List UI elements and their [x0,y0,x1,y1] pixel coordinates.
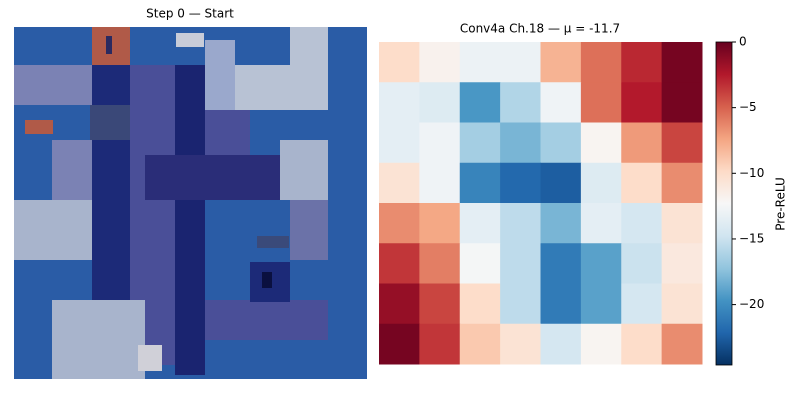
heatmap-cell [621,82,663,123]
wall [52,300,145,379]
slot [262,272,272,288]
heatmap-cell [500,82,541,123]
heatmap-cell [540,243,582,284]
heatmap-cell [540,203,582,244]
heatmap-cell [580,122,622,164]
heatmap-cell [379,243,420,284]
heatmap-cell [621,203,663,244]
heatmap-cell [379,162,420,204]
heatmap-cell [419,122,461,164]
heatmap-cell [540,42,582,83]
heatmap-cell [621,42,663,83]
wall [280,140,328,200]
heatmap-cell [580,82,622,123]
heatmap-cell [459,82,501,123]
colorbar [715,41,733,366]
colorbar-tick-label: −15 [739,231,764,245]
heatmap-cell [661,203,703,244]
heatmap-cell [540,122,582,164]
heatmap-cell [580,243,622,284]
slot [106,36,112,54]
key [25,120,53,134]
heatmap-cell [459,122,501,164]
heatmap-cell [459,162,501,204]
lock [90,105,130,140]
heatmap-cell [379,122,420,164]
heatmap-cell [621,162,663,204]
heatmap-cell [500,243,541,284]
heatmap-cell [661,42,703,83]
heatmap-cell [621,323,663,365]
heatmap-cell [500,122,541,164]
heatmap-cell [379,42,420,83]
heatmap-cell [459,323,501,365]
wall [290,27,328,75]
colorbar-tick-label: −20 [739,297,764,311]
heatmap-cell [379,82,420,123]
heatmap-cell [459,243,501,284]
corridor [175,65,205,375]
heatmap-cell [379,283,420,325]
heatmap-cell [379,203,420,244]
game-frame [14,27,367,379]
heatmap-cell [419,323,461,365]
heatmap-cell [661,122,703,164]
heatmap-cell [459,203,501,244]
heatmap-cell [459,42,501,83]
heatmap-cell [661,82,703,123]
heatmap-cell [419,42,461,83]
heatmap-cell [419,203,461,244]
heatmap-cell [500,283,541,325]
wall [14,200,92,260]
heatmap-cell [540,82,582,123]
heatmap-cell [661,323,703,365]
heatmap-cell [540,323,582,365]
heatmap-cell [661,162,703,204]
colorbar-tick-label: 0 [739,35,747,49]
item [176,33,204,47]
heatmap-cell [419,162,461,204]
heatmap-cell [500,42,541,83]
heatmap-cell [540,162,582,204]
heatmap-cell [621,122,663,164]
panel-title: Step 0 — Start [146,7,234,21]
colorbar-tick-label: −5 [739,100,757,114]
heatmap-cell [540,283,582,325]
heatmap-cell [621,243,663,284]
heatmap-cell [580,283,622,325]
agent [138,345,162,371]
heatmap-cell [580,203,622,244]
wall [205,40,235,115]
heatmap-cell [500,203,541,244]
colorbar-label: Pre-ReLU [774,177,788,230]
heatmap-cell [419,243,461,284]
heatmap-cell [580,323,622,365]
heatmap-cell [419,82,461,123]
heatmap-cell [459,283,501,325]
heatmap-cell [661,283,703,325]
heatmap-cell [580,162,622,204]
heatmap-cell [419,283,461,325]
heatmap-cell [379,323,420,365]
key [257,236,289,248]
colorbar-tick-label: −10 [739,166,764,180]
wall [290,200,328,260]
heatmap-cell [621,283,663,325]
corridor [205,110,250,155]
heatmap-cell [580,42,622,83]
heatmap-cell [500,162,541,204]
corridor [145,155,290,200]
heatmap-cell [500,323,541,365]
chart-title: Conv4a Ch.18 — μ = -11.7 [460,22,620,36]
corridor [205,300,328,340]
heatmap-cell [661,243,703,284]
